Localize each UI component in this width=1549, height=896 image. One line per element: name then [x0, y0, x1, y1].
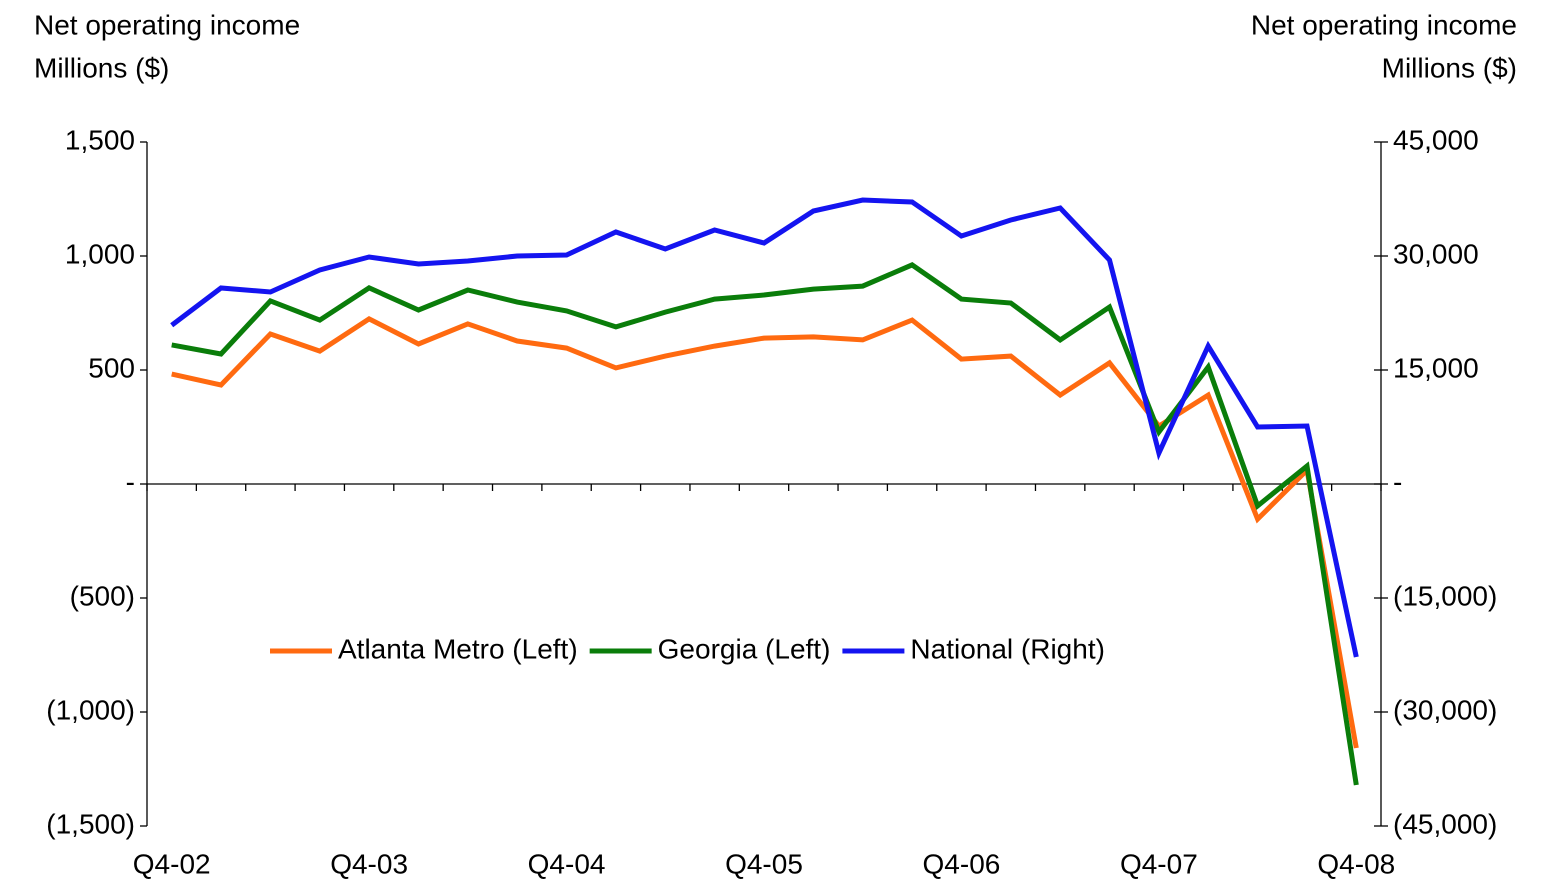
y2-tick-label: 45,000: [1393, 124, 1479, 155]
y-tick-label: (500): [70, 580, 135, 611]
x-tick-label: Q4-02: [133, 848, 211, 879]
y2-tick-label: (45,000): [1393, 808, 1497, 839]
x-tick-label: Q4-03: [330, 848, 408, 879]
x-tick-label: Q4-08: [1317, 848, 1395, 879]
legend-label: Atlanta Metro (Left): [338, 633, 578, 664]
y2-tick-label: 15,000: [1393, 352, 1479, 383]
y2-axis-title: Millions ($): [1382, 52, 1517, 83]
y-axis-title: Net operating income: [34, 9, 300, 40]
y-tick-label: -: [126, 466, 135, 497]
y2-tick-label: (30,000): [1393, 694, 1497, 725]
series-line: [170, 197, 1359, 658]
y-axis-title: Millions ($): [34, 52, 169, 83]
y2-tick-label: -: [1393, 466, 1402, 497]
y2-tick-label: 30,000: [1393, 238, 1479, 269]
y-tick-label: (1,000): [46, 694, 135, 725]
x-tick-label: Q4-07: [1120, 848, 1198, 879]
legend-label: Georgia (Left): [658, 633, 831, 664]
y-tick-label: 1,500: [65, 124, 135, 155]
x-tick-label: Q4-05: [725, 848, 803, 879]
y-tick-label: (1,500): [46, 808, 135, 839]
x-tick-label: Q4-06: [923, 848, 1001, 879]
y2-axis-title: Net operating income: [1251, 9, 1517, 40]
x-tick-label: Q4-04: [528, 848, 606, 879]
legend-label: National (Right): [910, 633, 1105, 664]
y2-tick-label: (15,000): [1393, 580, 1497, 611]
y-tick-label: 500: [88, 352, 135, 383]
y-tick-label: 1,000: [65, 238, 135, 269]
series-line: [171, 262, 1359, 786]
series-line: [171, 316, 1359, 749]
